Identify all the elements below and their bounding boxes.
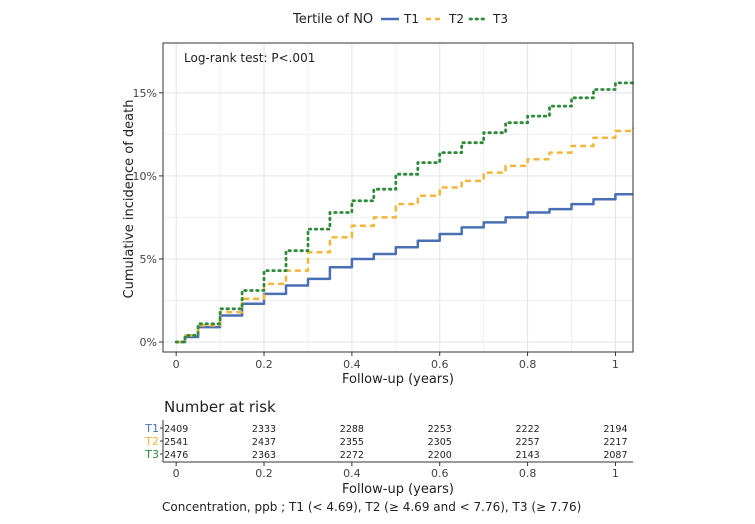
risk-cell: 2355 xyxy=(340,437,364,448)
risk-cell: 2437 xyxy=(252,437,276,448)
y-tick-label: 10% xyxy=(133,170,157,183)
y-tick-label: 5% xyxy=(140,253,157,266)
legend-title: Tertile of NO xyxy=(292,12,373,27)
risk-x-tick-label: 0 xyxy=(173,467,180,480)
risk-row-label-t1: T1 xyxy=(144,422,159,435)
risk-cell: 2194 xyxy=(603,424,627,435)
risk-cell: 2143 xyxy=(515,450,539,461)
x-tick-label: 1 xyxy=(612,358,619,371)
x-axis: 0 0.2 0.4 0.6 0.8 1 xyxy=(173,352,619,371)
series-line-t3 xyxy=(174,78,635,344)
risk-x-tick-label: 0.2 xyxy=(255,467,273,480)
x-tick-label: 0.4 xyxy=(343,358,361,371)
risk-cell: 2409 xyxy=(164,424,188,435)
legend-label-t2: T2 xyxy=(448,12,464,26)
gridlines xyxy=(163,43,633,352)
legend: Tertile of NO T1 T2 T3 xyxy=(292,12,508,27)
risk-cell: 2257 xyxy=(515,437,539,448)
risk-cell: 2288 xyxy=(340,424,364,435)
caption: Concentration, ppb ; T1 (< 4.69), T2 (≥ … xyxy=(162,500,581,514)
x-axis-label: Follow-up (years) xyxy=(342,372,454,387)
x-tick-label: 0.8 xyxy=(519,358,537,371)
risk-x-tick-label: 0.6 xyxy=(431,467,449,480)
y-tick-label: 15% xyxy=(133,87,157,100)
series-lines xyxy=(174,78,635,344)
legend-label-t3: T3 xyxy=(492,12,508,26)
series-line-t1 xyxy=(176,192,633,344)
risk-table-title: Number at risk xyxy=(164,398,276,416)
risk-cell: 2087 xyxy=(603,450,627,461)
risk-cell: 2272 xyxy=(340,450,364,461)
risk-cell: 2222 xyxy=(515,424,539,435)
risk-cell: 2363 xyxy=(252,450,276,461)
y-tick-label: 0% xyxy=(140,336,157,349)
risk-table-x-axis-label: Follow-up (years) xyxy=(342,482,454,497)
risk-cell: 2305 xyxy=(428,437,452,448)
annotation-logrank: Log-rank test: P<.001 xyxy=(184,51,315,65)
y-axis-label: Cumulative incidence of death xyxy=(122,100,137,299)
risk-table: T1 2409 2333 2288 2253 2222 2194 T2 2541 2437 2355… xyxy=(144,422,627,461)
risk-x-tick-label: 1 xyxy=(612,467,619,480)
y-axis: 0% 5% 10% 15% xyxy=(133,87,163,349)
plot-panel-border xyxy=(162,42,634,353)
risk-cell: 2200 xyxy=(428,450,452,461)
risk-row-label-t3: T3 xyxy=(144,448,159,461)
risk-cell: 2217 xyxy=(603,437,627,448)
risk-row-label-t2: T2 xyxy=(144,435,159,448)
series-line-t2 xyxy=(176,127,635,344)
risk-cell: 2541 xyxy=(164,437,188,448)
risk-table-x-axis: 0 0.2 0.4 0.6 0.8 1 xyxy=(173,462,619,480)
x-tick-label: 0.2 xyxy=(255,358,273,371)
risk-cell: 2333 xyxy=(252,424,276,435)
x-tick-label: 0 xyxy=(173,358,180,371)
legend-label-t1: T1 xyxy=(403,12,419,26)
risk-cell: 2476 xyxy=(164,450,188,461)
risk-x-tick-label: 0.8 xyxy=(519,467,537,480)
x-tick-label: 0.6 xyxy=(431,358,449,371)
risk-x-tick-label: 0.4 xyxy=(343,467,361,480)
risk-cell: 2253 xyxy=(428,424,452,435)
